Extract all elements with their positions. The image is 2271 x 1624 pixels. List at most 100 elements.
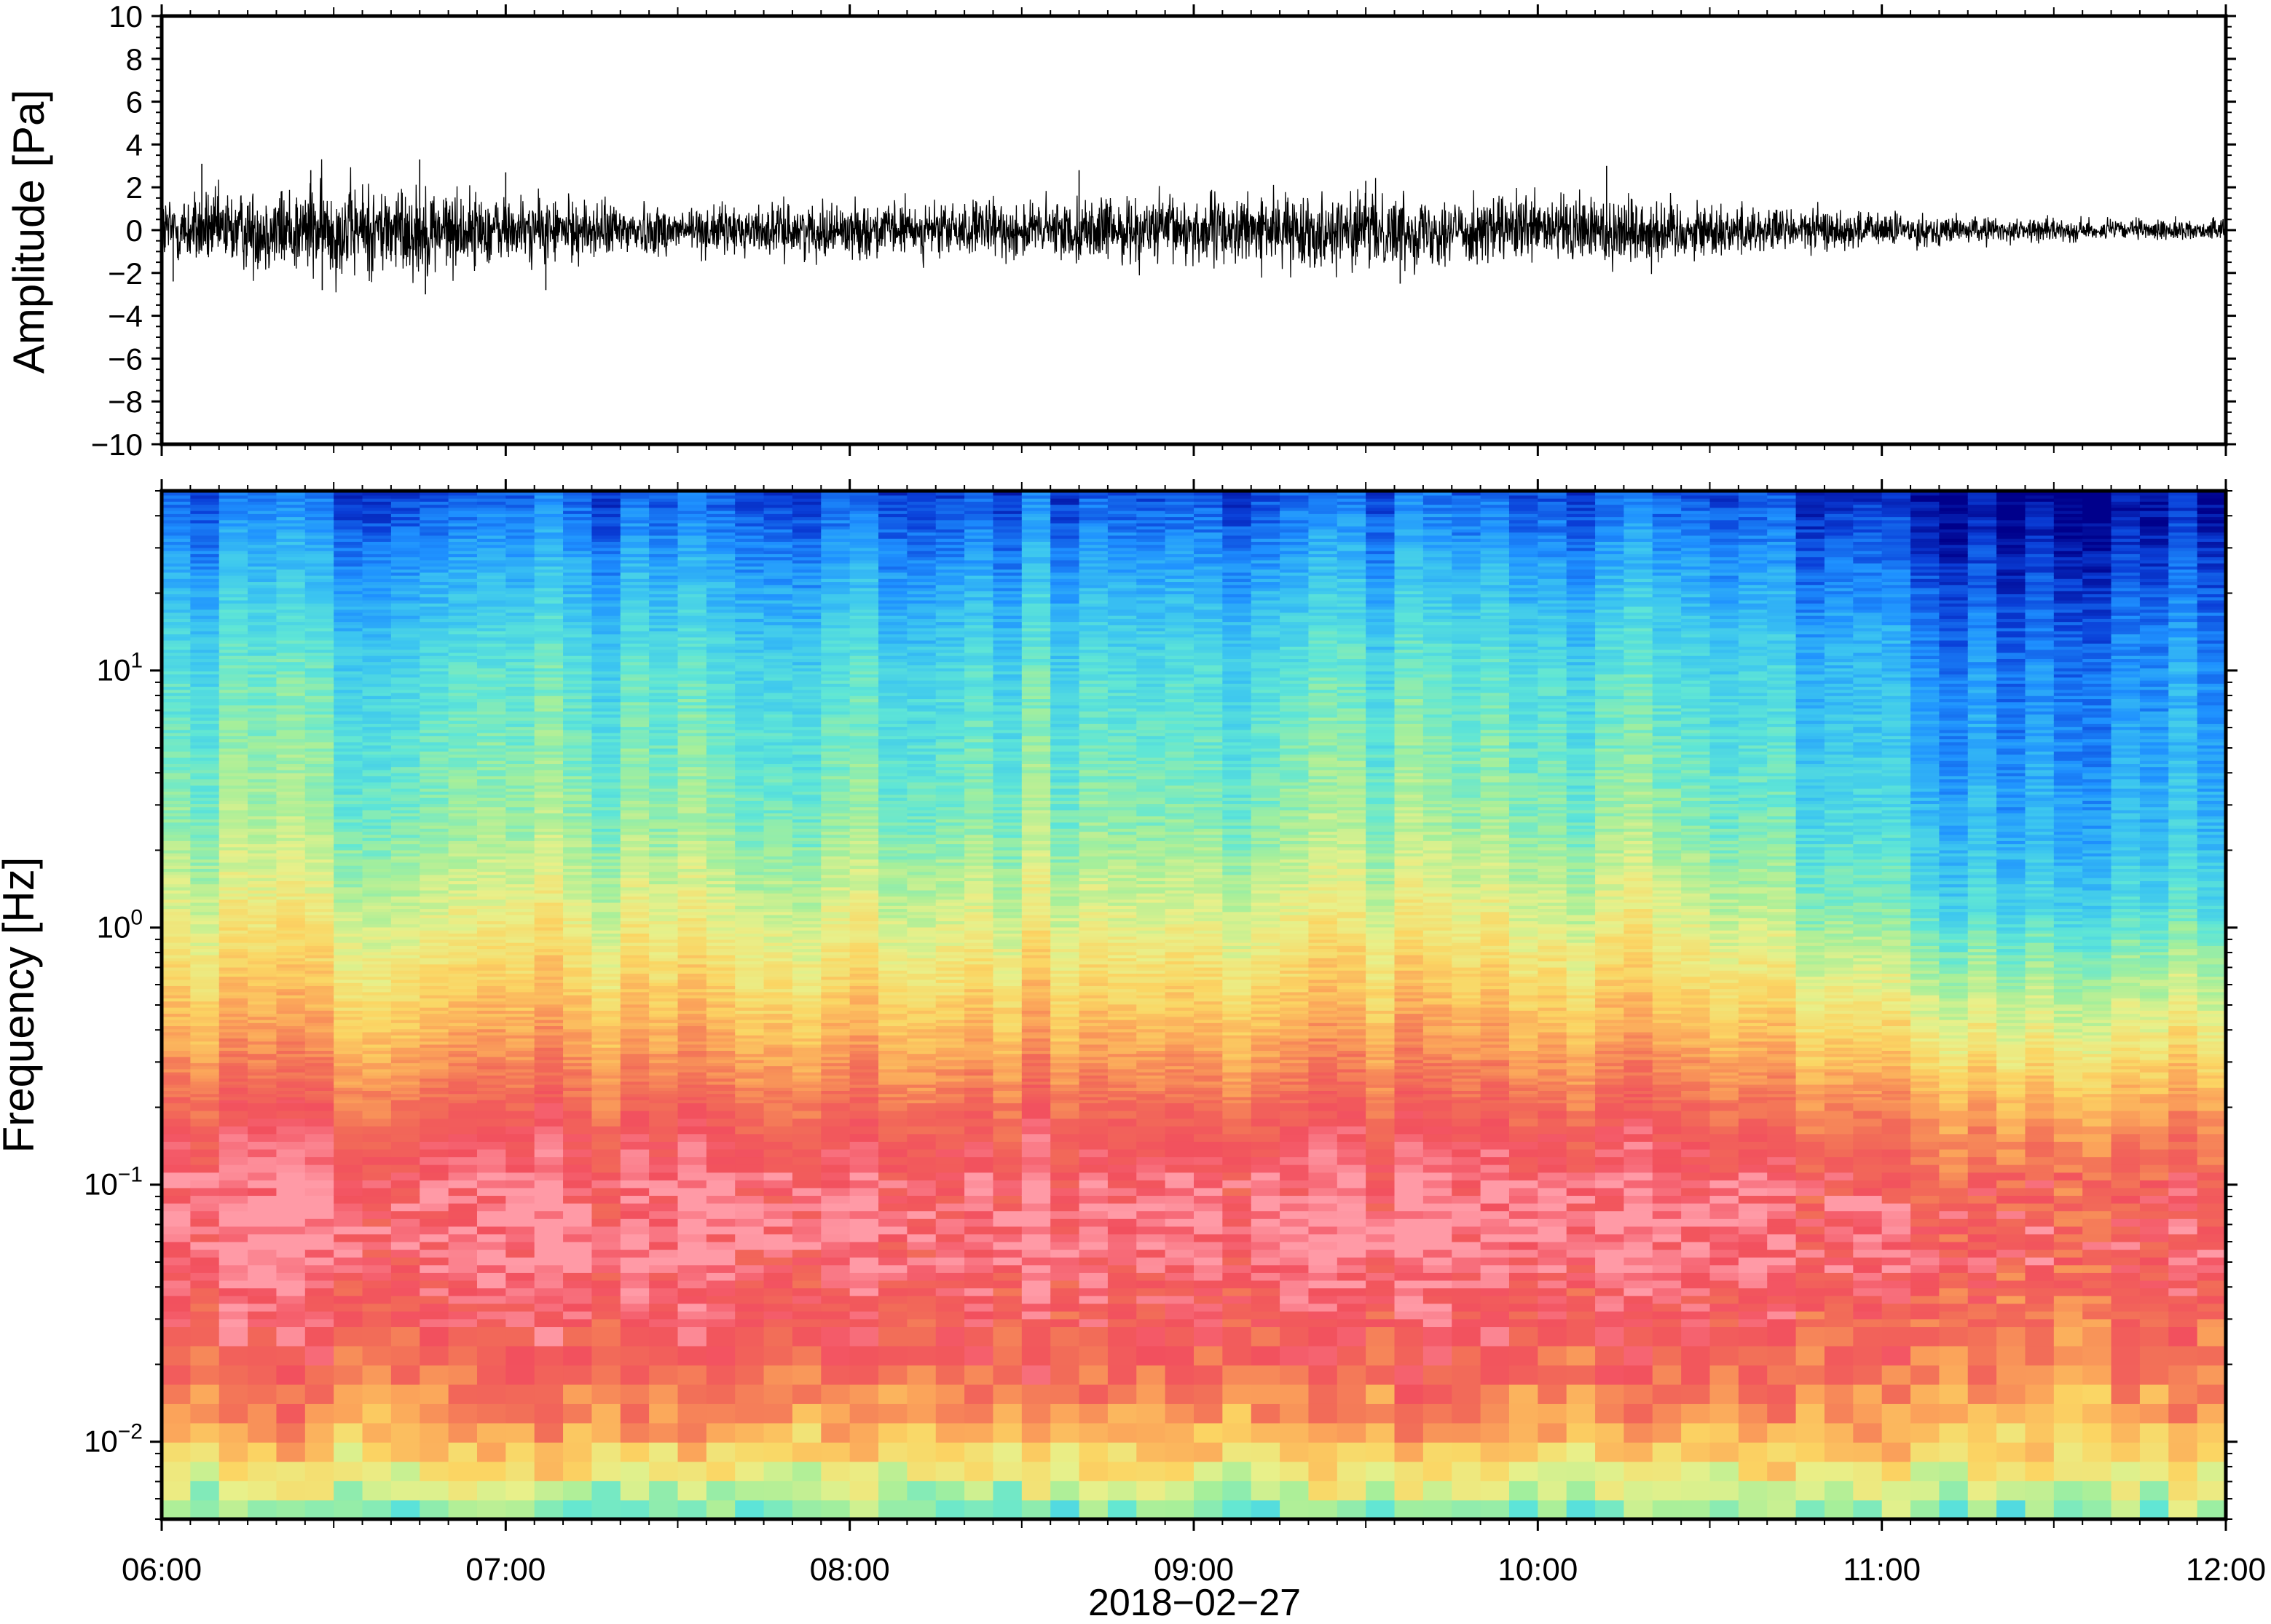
spectrogram-cell: [677, 1311, 707, 1320]
spectrogram-cell: [649, 816, 679, 820]
spectrogram-cell: [420, 834, 449, 838]
spectrogram-cell: [649, 797, 679, 801]
spectrogram-cell: [505, 497, 535, 502]
spectrogram-cell: [448, 921, 478, 925]
spectrogram-cell: [219, 868, 248, 872]
spectrogram-cell: [534, 550, 564, 554]
spectrogram-cell: [534, 1442, 564, 1462]
spectrogram-cell: [219, 763, 248, 768]
spectrogram-cell: [591, 667, 621, 671]
spectrogram-cell: [162, 1164, 192, 1173]
spectrogram-cell: [620, 532, 650, 536]
spectrogram-cell: [476, 856, 507, 860]
spectrogram-cell: [505, 772, 535, 776]
spectrogram-cell: [334, 936, 363, 940]
spectrogram-cell: [162, 1172, 192, 1180]
spectrogram-cell: [563, 893, 593, 897]
spectrogram-cell: [649, 862, 679, 866]
spectrogram-cell: [649, 966, 679, 971]
spectrogram-cell: [248, 874, 278, 878]
spectrogram-cell: [476, 1081, 507, 1085]
spectrogram-cell: [390, 1099, 421, 1103]
spectrogram-cell: [476, 562, 507, 567]
spectrogram-cell: [563, 1065, 593, 1070]
spectrogram-cell: [534, 1031, 564, 1036]
spectrogram-cell: [649, 544, 679, 548]
spectrogram-cell: [649, 707, 679, 712]
spectrogram-cell: [304, 1050, 334, 1055]
spectrogram-cell: [390, 803, 421, 808]
spectrogram-cell: [334, 1019, 363, 1023]
spectrogram-cell: [649, 1156, 679, 1165]
spectrogram-cell: [476, 1234, 507, 1242]
spectrogram-cell: [162, 911, 192, 915]
spectrogram-cell: [390, 671, 421, 675]
spectrogram-cell: [448, 766, 478, 770]
spectrogram-cell: [162, 1031, 192, 1036]
spectrogram-cell: [334, 519, 363, 524]
spectrogram-cell: [420, 754, 449, 758]
spectrogram-cell: [448, 547, 478, 551]
spectrogram-cell: [390, 692, 421, 696]
spectrogram-cell: [476, 788, 507, 792]
spectrogram-cell: [390, 1059, 421, 1063]
spectrogram-cell: [162, 578, 192, 583]
spectrogram-cell: [505, 1081, 535, 1085]
spectrogram-cell: [219, 933, 248, 937]
spectrogram-cell: [649, 674, 679, 678]
spectrogram-cell: [276, 1071, 306, 1076]
spectrogram-cell: [334, 602, 363, 607]
spectrogram-cell: [248, 899, 278, 903]
spectrogram-cell: [448, 720, 478, 724]
spectrogram-cell: [190, 856, 220, 860]
spectrogram-cell: [334, 1004, 363, 1008]
spectrogram-cell: [563, 677, 593, 681]
spectrogram-cell: [420, 1318, 449, 1328]
spectrogram-cell: [390, 741, 421, 746]
spectrogram-cell: [649, 917, 679, 922]
spectrogram-cell: [219, 914, 248, 918]
spectrogram-cell: [420, 893, 449, 897]
spectrogram-cell: [505, 677, 535, 681]
spectrogram-cell: [390, 596, 421, 601]
spectrogram-cell: [276, 763, 306, 768]
spectrogram-cell: [505, 961, 535, 965]
spectrogram-cell: [476, 1087, 507, 1091]
spectrogram-cell: [248, 516, 278, 521]
spectrogram-cell: [677, 744, 707, 749]
spectrogram-cell: [248, 596, 278, 601]
spectrogram-cell: [390, 1096, 421, 1100]
spectrogram-cell: [563, 1156, 593, 1165]
spectrogram-cell: [248, 646, 278, 650]
spectrogram-cell: [420, 695, 449, 700]
spectrogram-cell: [476, 828, 507, 832]
spectrogram-cell: [534, 1025, 564, 1030]
spectrogram-cell: [248, 729, 278, 733]
spectrogram-cell: [476, 1103, 507, 1111]
spectrogram-cell: [448, 1164, 478, 1173]
spectrogram-cell: [448, 1013, 478, 1017]
spectrogram-cell: [649, 877, 679, 881]
spectrogram-cell: [476, 519, 507, 524]
spectrogram-cell: [248, 757, 278, 761]
spectrogram-cell: [476, 1099, 507, 1103]
spectrogram-cell: [219, 1133, 248, 1142]
spectrogram-cell: [162, 522, 192, 527]
spectrogram-cell: [334, 581, 363, 586]
spectrogram-cell: [677, 1063, 707, 1067]
spectrogram-cell: [162, 1318, 192, 1328]
spectrogram-cell: [162, 1078, 192, 1082]
spectrogram-cell: [505, 1148, 535, 1158]
spectrogram-cell: [620, 599, 650, 604]
spectrogram-cell: [505, 1019, 535, 1023]
spectrogram-cell: [620, 686, 650, 690]
spectrogram-cell: [248, 556, 278, 561]
spectrogram-cell: [620, 954, 650, 958]
spectrogram-cell: [162, 547, 192, 551]
spectrogram-cell: [591, 1422, 621, 1443]
spectrogram-cell: [620, 741, 650, 746]
spectrogram-cell: [219, 1090, 248, 1095]
spectrogram-cell: [390, 908, 421, 912]
spectrogram-cell: [476, 1326, 507, 1347]
spectrogram-cell: [219, 606, 248, 610]
